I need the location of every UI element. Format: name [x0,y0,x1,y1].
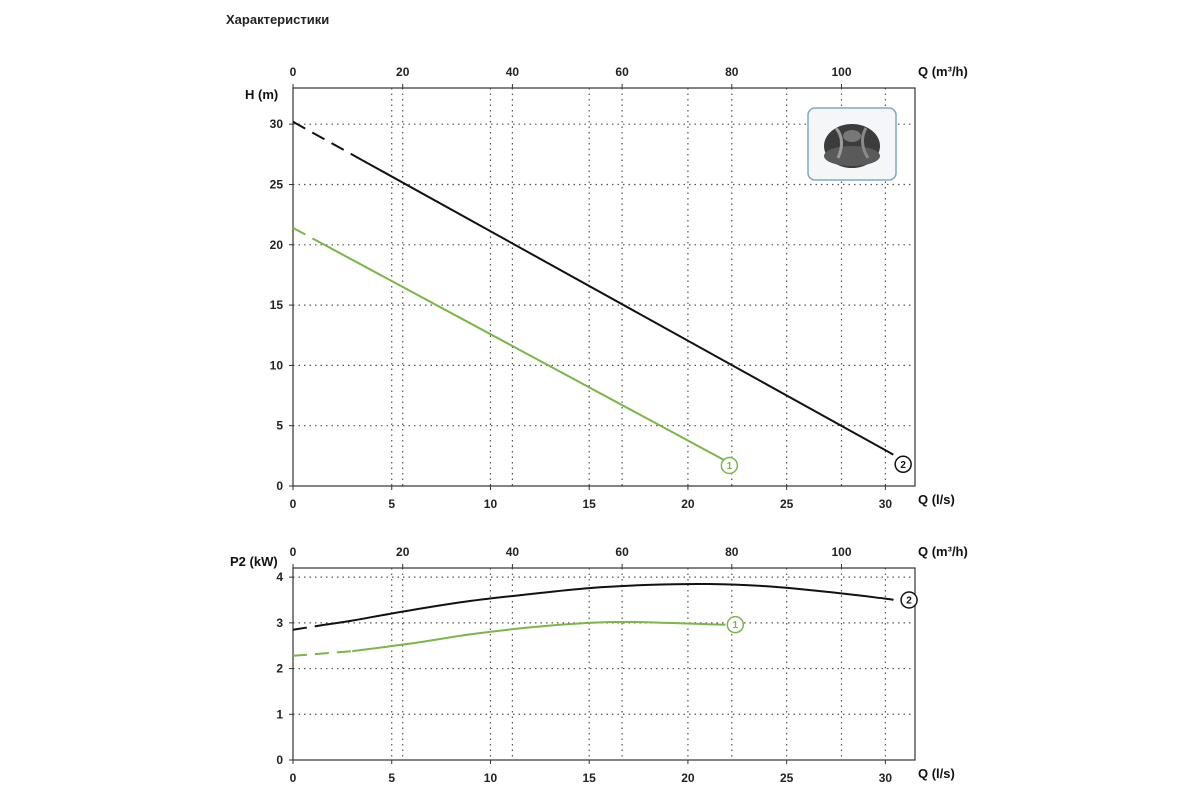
x-tick-label: 10 [484,771,498,785]
x-tick-label: 0 [290,771,297,785]
x2-tick-label: 100 [831,65,851,79]
x-tick-label: 5 [388,771,395,785]
y-tick-label: 0 [276,753,283,767]
x-tick-label: 20 [681,497,695,511]
x-tick-label: 5 [388,497,395,511]
impeller-vane [861,127,870,159]
x2-tick-label: 100 [831,545,851,559]
y-tick-label: 2 [276,662,283,676]
y-tick-label: 25 [270,177,284,191]
power-grid [293,568,915,760]
y-tick-label: 10 [270,358,284,372]
y-tick-label: 4 [276,570,283,584]
y-tick-label: 30 [270,117,284,131]
x-tick-label: 25 [780,497,794,511]
x2-tick-label: 40 [506,65,520,79]
power-y-axis-title: P2 (kW) [230,554,278,569]
series-1-badge-label: 1 [727,461,733,472]
x2-tick-label: 0 [290,545,297,559]
series-1-line [352,620,726,653]
x2-tick-label: 0 [290,65,297,79]
x-tick-label: 0 [290,497,297,511]
series-2-line [361,159,894,456]
x-tick-label: 10 [484,497,498,511]
impeller-photo [807,107,897,181]
power-curve-chart: 0 5 10 15 20 25 30 0 20 40 60 80 100 0 1 2 3 4P2 (kW) Q (l… [230,544,968,785]
x-tick-label: 15 [583,771,597,785]
y-tick-label: 3 [276,616,283,630]
x2-tick-label: 80 [725,545,739,559]
x2-tick-label: 40 [506,545,520,559]
series-2-dashed-segment [292,623,325,631]
y-tick-label: 15 [270,298,284,312]
x2-tick-label: 20 [396,65,410,79]
head-curve-chart: 0 5 10 15 20 25 30 0 20 40 60 80 100 0 5 10 15 20 25 30 H (m… [245,64,968,511]
series-1-badge-label: 1 [733,620,739,631]
head-x-axis-title: Q (l/s) [918,492,955,507]
x-tick-label: 20 [681,771,695,785]
impeller-base [824,146,880,166]
page-title: Характеристики [226,12,330,27]
series-2-badge-label: 2 [906,596,912,607]
y-tick-label: 0 [276,479,283,493]
x2-tick-label: 20 [396,545,410,559]
series-1-badge [726,615,745,634]
x-tick-label: 15 [583,497,597,511]
y-tick-label: 1 [276,707,283,721]
power-plot-frame [292,567,916,761]
head-series-1: 1 [292,227,739,475]
y-tick-label: 5 [276,419,283,433]
power-x2-axis-title: Q (m³/h) [918,544,968,559]
series-2-badge [894,455,912,474]
series-1-line [324,244,726,462]
head-series-2: 2 [292,120,912,474]
head-x2-axis-title: Q (m³/h) [918,64,968,79]
power-series-2: 2 [292,582,918,631]
head-plot-frame [292,87,916,487]
x2-tick-label: 60 [615,545,629,559]
y-tick-label: 20 [270,238,284,252]
head-y-axis-title: H (m) [245,87,278,102]
impeller-hub [843,130,861,142]
series-2-line [324,582,895,626]
series-1-badge [720,456,739,475]
series-2-dashed-segment [292,120,363,161]
power-series-1: 1 [292,615,745,657]
impeller-vane [834,127,843,159]
series-1-dashed-segment [292,650,353,657]
x2-tick-label: 80 [725,65,739,79]
power-x-axis-title: Q (l/s) [918,766,955,781]
x2-tick-label: 60 [615,65,629,79]
series-1-dashed-segment [292,227,326,246]
series-2-badge [900,591,918,609]
series-2-badge-label: 2 [900,460,906,471]
x-tick-label: 25 [780,771,794,785]
x-tick-label: 30 [879,497,893,511]
x-tick-label: 30 [879,771,893,785]
